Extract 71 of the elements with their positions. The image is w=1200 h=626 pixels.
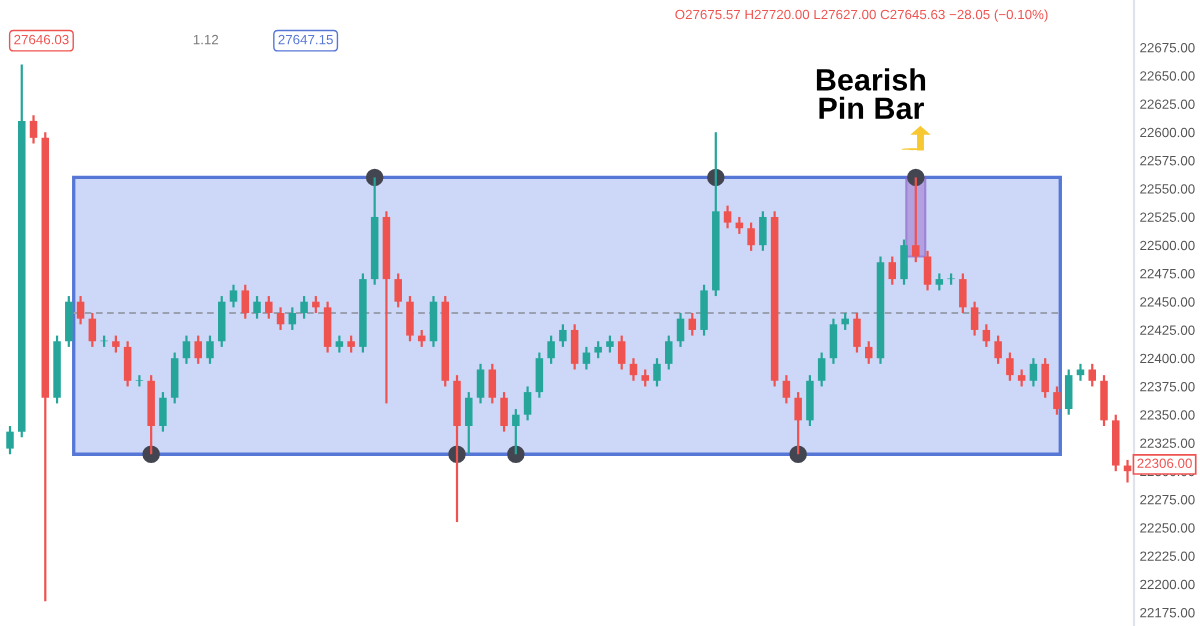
candlestick [582,345,591,371]
candlestick [829,317,838,365]
candlestick [1029,357,1038,388]
candlestick [170,351,179,405]
candlestick [1064,368,1073,416]
candlestick [759,210,767,252]
candlestick [65,294,73,349]
candlestick [559,323,567,349]
candlestick [500,390,508,433]
candlestick [1006,351,1014,382]
candlestick [676,311,685,349]
candlestick [288,306,297,332]
candlestick [970,300,979,337]
candlestick [135,374,144,388]
candlestick [547,334,555,365]
candlestick [323,300,332,354]
candlestick [488,362,497,405]
candlestick [206,334,214,365]
candlestick [406,294,414,343]
candlestick [88,311,97,349]
candlestick [888,255,897,286]
candlestick [994,334,1002,365]
candlestick [1100,374,1108,428]
candlestick [476,362,485,405]
candlestick [394,272,402,309]
candlestick [253,294,261,320]
candlestick [723,204,732,230]
candlestick [1088,362,1096,388]
candlestick [664,334,673,371]
annotation: Bearish Pin Bar [816,68,926,120]
candlestick [700,283,708,337]
candlestick [688,311,697,337]
candlestick [147,374,155,456]
candlestick [782,374,791,405]
candlestick [959,272,967,315]
candlestick [194,334,202,365]
candlestick [429,294,438,349]
candlestick [982,323,991,349]
candlestick [629,357,638,382]
candlestick [76,294,85,326]
candlestick [276,306,285,332]
candlestick [241,283,250,320]
candlestick [912,176,920,264]
candlestick [806,374,814,428]
candlestick [1112,413,1120,473]
candlestick [570,323,579,371]
candlestick [1053,385,1061,416]
candlestick [853,311,861,354]
candlestick [617,334,626,371]
candlestick [453,374,461,524]
candlestick [217,294,226,349]
candlestick [535,351,544,399]
candlestick [29,114,38,145]
candlestick [229,283,238,309]
candlestick [523,385,532,422]
candlestick [923,249,932,292]
candlestick [794,390,802,456]
candlestick [1041,357,1049,399]
candlestick [864,340,873,365]
candlestick [123,340,132,388]
candlestick [653,357,661,388]
candlestick [159,390,167,433]
candlestick [182,334,191,365]
candlestick [465,390,473,456]
candlestick [817,351,826,388]
candlestick [6,424,14,456]
candlestick [300,294,308,320]
candlestick [900,238,908,286]
candlestick [265,294,273,320]
candlestick [512,407,520,456]
candlestick [747,221,755,252]
